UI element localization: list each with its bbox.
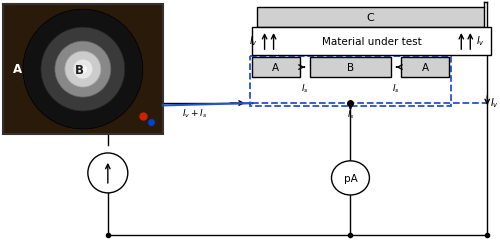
Circle shape	[41, 27, 125, 111]
Text: A: A	[422, 63, 429, 73]
Ellipse shape	[332, 161, 370, 195]
Circle shape	[23, 9, 143, 129]
Text: B: B	[74, 63, 84, 77]
Text: $I_v$: $I_v$	[476, 34, 485, 48]
Circle shape	[65, 51, 101, 87]
Bar	[252, 27, 491, 55]
Text: $I_s$: $I_s$	[392, 82, 400, 94]
Circle shape	[23, 9, 143, 129]
Circle shape	[69, 55, 97, 83]
Circle shape	[78, 64, 88, 74]
Text: A: A	[13, 62, 22, 76]
Text: Material under test: Material under test	[322, 37, 422, 47]
Circle shape	[73, 59, 93, 79]
Circle shape	[43, 29, 123, 109]
Text: $I_s$: $I_s$	[300, 82, 308, 94]
Circle shape	[30, 16, 136, 122]
Bar	[250, 56, 452, 106]
Circle shape	[79, 65, 87, 73]
Text: A: A	[272, 63, 279, 73]
Circle shape	[63, 49, 103, 89]
Text: B: B	[347, 63, 354, 73]
Circle shape	[56, 42, 110, 96]
Text: $I_s$: $I_s$	[346, 108, 354, 121]
Bar	[310, 57, 392, 77]
Text: $I_v$: $I_v$	[490, 96, 499, 110]
Text: C: C	[366, 13, 374, 23]
Text: $I_v + I_s$: $I_v + I_s$	[182, 107, 208, 120]
Bar	[402, 57, 450, 77]
Circle shape	[37, 23, 129, 115]
Circle shape	[88, 153, 128, 193]
Bar	[3, 4, 162, 134]
Bar	[256, 7, 484, 27]
Circle shape	[55, 41, 111, 97]
Text: pA: pA	[344, 174, 357, 184]
Circle shape	[75, 61, 91, 77]
Circle shape	[49, 35, 117, 103]
Text: $I_v$: $I_v$	[248, 34, 258, 48]
Bar	[252, 57, 300, 77]
